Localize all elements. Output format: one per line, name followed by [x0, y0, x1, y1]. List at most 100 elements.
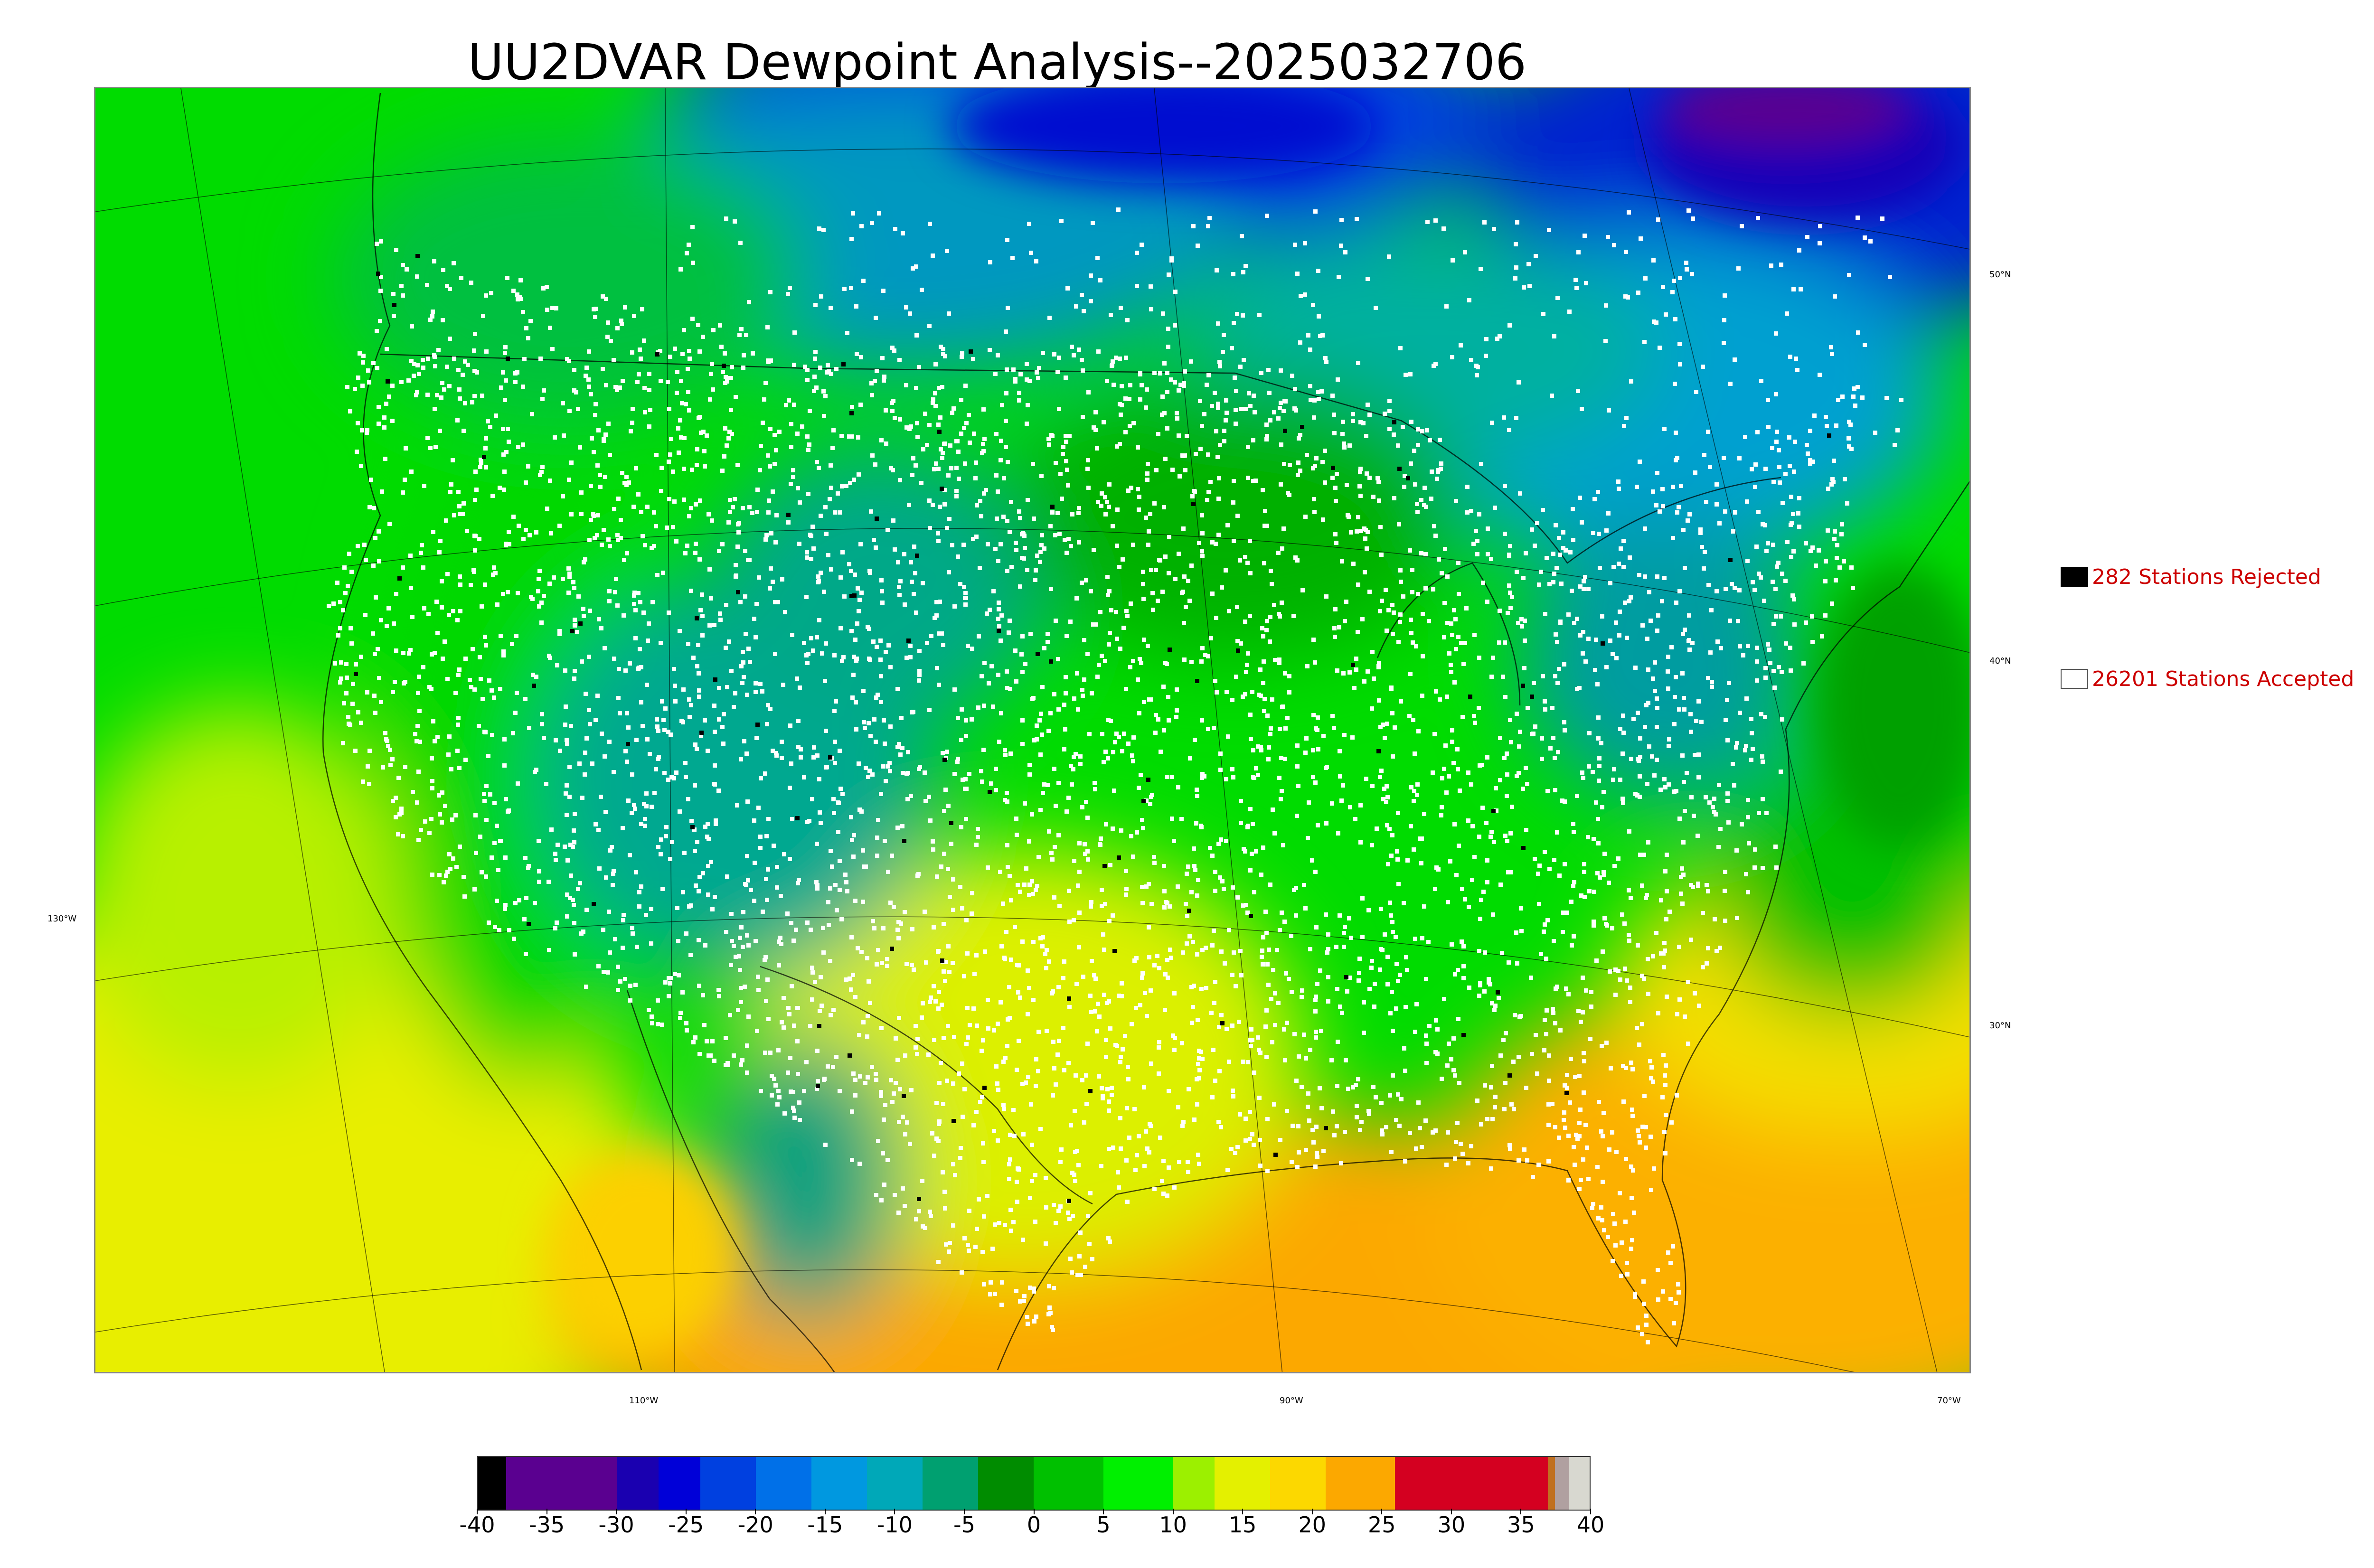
- station-marker: [1586, 835, 1590, 839]
- station-marker: [1457, 592, 1461, 596]
- station-marker: [503, 351, 507, 355]
- station-marker: [1275, 948, 1279, 952]
- station-marker: [1044, 1205, 1048, 1210]
- station-marker: [1040, 944, 1045, 948]
- colorbar-tick: [1103, 1509, 1104, 1514]
- station-marker: [1268, 732, 1272, 736]
- station-marker: [1105, 379, 1109, 383]
- station-marker: [1470, 878, 1474, 882]
- station-marker: [1032, 738, 1036, 742]
- station-marker: [1340, 432, 1345, 436]
- station-marker: [1216, 321, 1220, 326]
- rejected-station-marker: [1191, 502, 1196, 506]
- station-marker: [1161, 1192, 1166, 1196]
- station-marker: [1064, 440, 1068, 444]
- station-marker: [1849, 447, 1854, 451]
- station-marker: [936, 423, 941, 427]
- station-marker: [893, 547, 897, 552]
- station-marker: [1514, 930, 1518, 935]
- station-marker: [851, 854, 856, 859]
- station-marker: [864, 864, 868, 869]
- station-marker: [1249, 737, 1253, 741]
- station-marker: [1596, 841, 1601, 845]
- station-marker: [1390, 990, 1394, 994]
- station-marker: [1126, 742, 1130, 746]
- station-marker: [1068, 620, 1073, 624]
- station-marker: [1103, 659, 1107, 663]
- station-marker: [1152, 963, 1157, 967]
- rejected-station-marker: [906, 638, 911, 643]
- station-marker: [1763, 666, 1768, 670]
- station-marker: [1075, 1273, 1080, 1277]
- station-marker: [1412, 799, 1416, 803]
- station-marker: [908, 655, 913, 659]
- station-marker: [1064, 459, 1068, 463]
- station-marker: [1167, 535, 1171, 539]
- station-marker: [531, 673, 535, 677]
- station-marker: [1138, 657, 1142, 661]
- station-marker: [1868, 239, 1873, 244]
- station-marker: [1119, 1055, 1123, 1059]
- station-marker: [1035, 884, 1039, 888]
- station-marker: [1061, 452, 1065, 456]
- station-marker: [416, 691, 420, 695]
- station-marker: [484, 784, 489, 788]
- station-marker: [650, 600, 655, 604]
- station-marker: [1489, 830, 1494, 834]
- station-marker: [662, 771, 667, 775]
- station-marker: [1297, 436, 1301, 441]
- station-marker: [701, 871, 705, 875]
- station-marker: [950, 411, 954, 415]
- station-marker: [1262, 697, 1267, 701]
- station-marker: [1612, 767, 1616, 771]
- station-marker: [603, 475, 607, 479]
- station-marker: [1349, 936, 1353, 940]
- station-marker: [1044, 966, 1048, 970]
- station-marker: [572, 903, 576, 907]
- station-marker: [567, 478, 571, 482]
- station-marker: [777, 939, 781, 944]
- station-marker: [1728, 619, 1732, 623]
- station-marker: [997, 624, 1001, 629]
- dewpoint-map[interactable]: [94, 87, 1971, 1373]
- station-marker: [1013, 648, 1017, 653]
- station-marker: [1030, 1143, 1034, 1147]
- station-marker: [1160, 1179, 1164, 1183]
- station-marker: [1791, 512, 1795, 516]
- station-marker: [1409, 420, 1413, 424]
- station-marker: [1367, 413, 1372, 417]
- station-marker: [853, 573, 857, 577]
- station-marker: [1037, 718, 1042, 723]
- station-marker: [1198, 399, 1202, 403]
- station-marker: [738, 936, 742, 940]
- station-marker: [1234, 389, 1238, 393]
- station-marker: [1596, 817, 1600, 821]
- station-marker: [933, 999, 938, 1004]
- station-marker: [1014, 679, 1018, 684]
- station-marker: [1119, 306, 1123, 310]
- station-marker: [1547, 582, 1552, 586]
- station-marker: [1579, 1020, 1583, 1024]
- station-marker: [1080, 1078, 1084, 1082]
- station-marker: [792, 1116, 797, 1120]
- station-marker: [371, 631, 375, 636]
- station-marker: [666, 778, 670, 782]
- station-marker: [1548, 746, 1553, 751]
- station-marker: [1351, 419, 1355, 423]
- station-marker: [1530, 527, 1534, 532]
- station-marker: [1396, 443, 1400, 448]
- station-marker: [1833, 529, 1837, 534]
- station-marker: [1629, 595, 1633, 600]
- station-marker: [1550, 1102, 1554, 1106]
- station-marker: [486, 754, 490, 758]
- station-marker: [682, 328, 686, 332]
- station-marker: [533, 901, 537, 905]
- station-marker: [1192, 489, 1196, 493]
- station-marker: [625, 760, 629, 764]
- station-marker: [401, 565, 405, 570]
- station-marker: [694, 883, 698, 888]
- station-marker: [1366, 1109, 1371, 1113]
- station-marker: [1517, 380, 1521, 385]
- station-marker: [1591, 770, 1595, 774]
- station-marker: [1353, 817, 1357, 821]
